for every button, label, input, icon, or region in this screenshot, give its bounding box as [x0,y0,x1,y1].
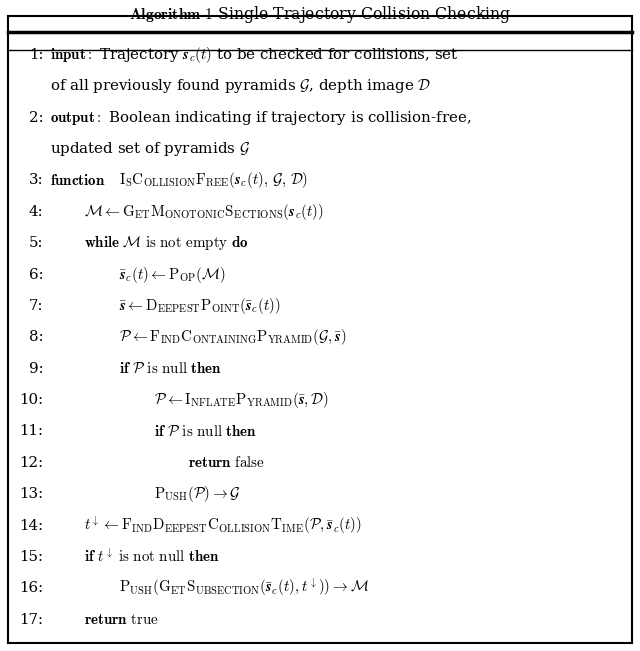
Text: $\mathbf{while}\ \mathcal{M}\ \mathrm{is\ not\ empty}\ \mathbf{do}$: $\mathbf{while}\ \mathcal{M}\ \mathrm{is… [84,234,249,252]
Text: 11:: 11: [20,424,44,439]
Text: 8:: 8: [29,330,44,344]
Text: $\mathbf{Algorithm\ 1}$ Single Trajectory Collision Checking: $\mathbf{Algorithm\ 1}$ Single Trajector… [129,4,511,25]
Text: 1:: 1: [29,48,44,62]
Text: $\mathbf{output:}$ Boolean indicating if trajectory is collision-free,: $\mathbf{output:}$ Boolean indicating if… [50,109,471,127]
Text: 15:: 15: [20,550,44,564]
Text: $\mathbf{input:}$ Trajectory $\boldsymbol{s}_c(t)$ to be checked for collisions,: $\mathbf{input:}$ Trajectory $\boldsymbo… [50,45,458,65]
Text: $t^{\downarrow} \leftarrow \mathrm{F}_\mathrm{IND}\mathrm{D}_\mathrm{EEPEST}\mat: $t^{\downarrow} \leftarrow \mathrm{F}_\m… [84,514,362,536]
Text: $\mathrm{P}_\mathrm{USH}(\mathcal{P}) \rightarrow \mathcal{G}$: $\mathrm{P}_\mathrm{USH}(\mathcal{P}) \r… [154,484,241,505]
Text: 14:: 14: [19,519,44,533]
Text: $\mathcal{M} \leftarrow \mathrm{G}_\mathrm{ET}\mathrm{M}_\mathrm{ONOTONIC}\mathr: $\mathcal{M} \leftarrow \mathrm{G}_\math… [84,202,324,222]
Text: 12:: 12: [19,456,44,470]
Text: 5:: 5: [29,236,44,250]
Text: $\mathcal{P} \leftarrow \mathrm{F}_\mathrm{IND}\mathrm{C}_\mathrm{ONTAINING}\mat: $\mathcal{P} \leftarrow \mathrm{F}_\math… [119,327,347,348]
Text: updated set of pyramids $\mathcal{G}$: updated set of pyramids $\mathcal{G}$ [50,140,250,158]
Text: $\bar{\boldsymbol{s}}_c(t) \leftarrow \mathrm{P}_\mathrm{OP}(\mathcal{M})$: $\bar{\boldsymbol{s}}_c(t) \leftarrow \m… [119,264,226,284]
Text: 6:: 6: [29,268,44,282]
Text: 9:: 9: [29,362,44,376]
Text: 2:: 2: [29,111,44,125]
Text: $\mathcal{P} \leftarrow \mathrm{I}_\mathrm{NFLATE}\mathrm{P}_\mathrm{YRAMID}(\ba: $\mathcal{P} \leftarrow \mathrm{I}_\math… [154,390,328,410]
Text: $\bar{\boldsymbol{s}} \leftarrow \mathrm{D}_\mathrm{EEPEST}\mathrm{P}_\mathrm{OI: $\bar{\boldsymbol{s}} \leftarrow \mathrm… [119,296,281,316]
Text: 4:: 4: [29,205,44,219]
Text: 3:: 3: [29,173,44,187]
Text: of all previously found pyramids $\mathcal{G}$, depth image $\mathcal{D}$: of all previously found pyramids $\mathc… [50,77,431,95]
Text: $\mathrm{I}_\mathrm{S}\mathrm{C}_\mathrm{OLLISION}\mathrm{F}_\mathrm{REE}$$(\bol: $\mathrm{I}_\mathrm{S}\mathrm{C}_\mathrm… [119,171,308,191]
Text: $\mathbf{if}\ \mathcal{P}\ \mathrm{is\ null}\ \mathbf{then}$: $\mathbf{if}\ \mathcal{P}\ \mathrm{is\ n… [154,424,257,439]
Text: 13:: 13: [19,487,44,501]
Text: $\mathbf{function}$: $\mathbf{function}$ [50,173,106,188]
Text: $\mathbf{return}\ \mathrm{true}$: $\mathbf{return}\ \mathrm{true}$ [84,613,159,627]
Text: $\mathbf{return}\ \mathrm{false}$: $\mathbf{return}\ \mathrm{false}$ [188,455,265,471]
Text: 17:: 17: [20,613,44,627]
Text: 16:: 16: [19,581,44,596]
Text: $\mathrm{P}_\mathrm{USH}(\mathrm{G}_\mathrm{ET}\mathrm{S}_\mathrm{UBSECTION}(\ba: $\mathrm{P}_\mathrm{USH}(\mathrm{G}_\mat… [119,577,369,600]
Text: 7:: 7: [29,299,44,313]
Text: $\mathbf{if}\ \mathcal{P}\ \mathrm{is\ null}\ \mathbf{then}$: $\mathbf{if}\ \mathcal{P}\ \mathrm{is\ n… [119,361,222,376]
Text: $\mathbf{if}\ t^{\downarrow}\ \mathrm{is\ not\ null}\ \mathbf{then}$: $\mathbf{if}\ t^{\downarrow}\ \mathrm{is… [84,548,220,566]
Text: 10:: 10: [19,393,44,407]
